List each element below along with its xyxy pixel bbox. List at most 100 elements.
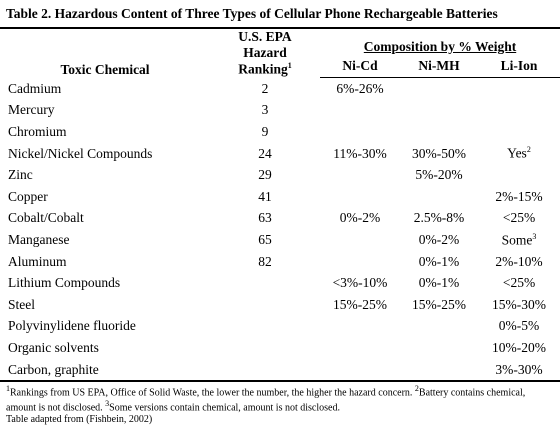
table-row: Cobalt/Cobalt 63 0%-2% 2.5%-8% <25% (0, 208, 560, 230)
table-cell (210, 272, 320, 294)
table-header: Toxic Chemical U.S. EPA Hazard Ranking1 … (0, 28, 560, 79)
superscript: 2 (414, 384, 419, 393)
header-cell: Composition by % Weight (363, 38, 517, 54)
table-cell: Nickel/Nickel Compounds (8, 145, 153, 161)
table-cell: 3 (261, 102, 269, 118)
table-cell: Organic solvents (8, 339, 99, 355)
table-cell (320, 251, 400, 273)
table-cell: 9 (261, 123, 269, 139)
header-text: U.S. EPA Hazard Ranking (238, 29, 292, 77)
table-cell: <3%-10% (332, 275, 388, 291)
superscript: 2 (526, 145, 531, 155)
table-cell (320, 359, 400, 382)
table-cell: 15%-25% (333, 296, 387, 312)
table-cell: 2 (261, 80, 269, 96)
table-cell (210, 294, 320, 316)
table-cell: Aluminum (8, 253, 67, 269)
table-cell (478, 78, 560, 100)
table-cell: Carbon, graphite (8, 361, 99, 377)
table-row: Steel 15%-25% 15%-25% 15%-30% (0, 294, 560, 316)
table-cell: <25% (502, 210, 536, 226)
table-cell: 2.5%-8% (413, 210, 465, 226)
table-cell: 6%-26% (336, 80, 384, 96)
table-cell: Polyvinylidene fluoride (8, 318, 136, 334)
table-cell: 2%-10% (495, 253, 543, 269)
table-cell: 30%-50% (412, 145, 466, 161)
table: Toxic Chemical U.S. EPA Hazard Ranking1 … (0, 27, 560, 383)
cell-text: Some (501, 232, 533, 248)
table-cell (400, 100, 478, 122)
table-cell: 15%-30% (492, 296, 546, 312)
table-cell (320, 164, 400, 186)
table-cell: 0%-2% (339, 210, 381, 226)
table-row: Cadmium 2 6%-26% (0, 78, 560, 100)
superscript: 3 (105, 399, 110, 409)
table-row: Zinc 29 5%-20% (0, 164, 560, 186)
table-cell: Chromium (8, 123, 67, 139)
table-cell (478, 121, 560, 143)
table-cell: Steel (8, 296, 35, 312)
superscript: 1 (287, 61, 292, 70)
table-cell: Manganese (8, 231, 70, 247)
footnote: Rankings from US EPA, Office of Solid Wa… (10, 387, 415, 399)
table-cell (210, 359, 320, 382)
table-row: Aluminum 82 0%-1% 2%-10% (0, 251, 560, 273)
table-row: Mercury 3 (0, 100, 560, 122)
table-row: Manganese 65 0%-2% Some3 (0, 229, 560, 251)
table-row: Carbon, graphite 3%-30% (0, 359, 560, 382)
table-cell: 0%-1% (418, 253, 460, 269)
footnote: Battery contains chemical, amount is not… (6, 387, 526, 414)
table-cell: Some3 (478, 229, 560, 251)
table-cell: Zinc (8, 167, 33, 183)
header-cell: Ni-Cd (320, 56, 400, 79)
table-cell: 3%-30% (495, 361, 543, 377)
header-cell: Ni-MH (400, 56, 478, 79)
table-cell (478, 164, 560, 186)
table-cell: 24 (258, 145, 272, 161)
table-cell: Yes2 (478, 143, 560, 165)
source-note: Table adapted from (Fishbein, 2002) (6, 413, 153, 425)
table-cell (400, 78, 478, 100)
table-cell (320, 121, 400, 143)
footnote-text: 1Rankings from US EPA, Office of Solid W… (6, 383, 556, 414)
table-cell (478, 100, 560, 122)
table-cell (320, 100, 400, 122)
table-row: Nickel/Nickel Compounds 24 11%-30% 30%-50% Y… (0, 143, 560, 165)
cell-text: Yes (507, 145, 527, 161)
table-cell (210, 337, 320, 359)
table-cell (400, 337, 478, 359)
table-cell (210, 316, 320, 338)
table-row: Polyvinylidene fluoride 0%-5% (0, 316, 560, 338)
table-cell: 82 (258, 253, 272, 269)
table-cell: <25% (502, 275, 536, 291)
table-cell: 5%-20% (415, 167, 463, 183)
table-cell: 65 (258, 231, 272, 247)
table-cell: 41 (258, 188, 272, 204)
table-cell: 15%-25% (412, 296, 466, 312)
table-cell (320, 229, 400, 251)
footnotes: 1Rankings from US EPA, Office of Solid W… (6, 383, 556, 425)
table-cell (400, 121, 478, 143)
table-cell (400, 316, 478, 338)
table-cell (320, 186, 400, 208)
table-cell: 11%-30% (333, 145, 387, 161)
table-cell: 63 (258, 210, 272, 226)
table-cell: 0%-1% (418, 275, 460, 291)
table-cell (400, 359, 478, 382)
header-cell: U.S. EPA Hazard Ranking1 (210, 28, 320, 78)
table-row: Chromium 9 (0, 121, 560, 143)
table-cell: 0%-2% (418, 231, 460, 247)
superscript: 3 (532, 231, 537, 241)
table-cell: Mercury (8, 102, 55, 118)
header-cell: Toxic Chemical (60, 61, 150, 77)
header-cell: Li-Ion (478, 56, 560, 79)
table-cell: Lithium Compounds (8, 275, 121, 291)
table-cell (320, 316, 400, 338)
table-cell: 2%-15% (495, 188, 543, 204)
footnote: Some versions contain chemical, amount i… (109, 402, 340, 414)
table-title: Table 2. Hazardous Content of Three Type… (6, 6, 498, 21)
table-cell (320, 337, 400, 359)
table-row: Copper 41 2%-15% (0, 186, 560, 208)
table-cell: Cobalt/Cobalt (8, 210, 84, 226)
